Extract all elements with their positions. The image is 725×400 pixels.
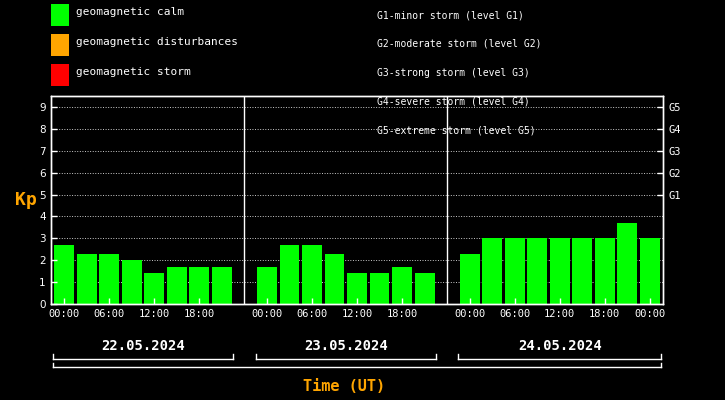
Bar — [77, 254, 96, 304]
Text: G4-severe storm (level G4): G4-severe storm (level G4) — [377, 96, 530, 106]
Text: G2-moderate storm (level G2): G2-moderate storm (level G2) — [377, 39, 542, 49]
Bar — [189, 267, 210, 304]
Bar — [280, 245, 299, 304]
Bar — [640, 238, 660, 304]
Bar — [550, 238, 570, 304]
Bar — [144, 273, 165, 304]
Text: 22.05.2024: 22.05.2024 — [102, 339, 185, 353]
Bar — [595, 238, 615, 304]
Bar — [167, 267, 187, 304]
Text: geomagnetic disturbances: geomagnetic disturbances — [76, 37, 238, 47]
Bar — [392, 267, 412, 304]
Bar — [370, 273, 389, 304]
Bar — [572, 238, 592, 304]
Bar — [257, 267, 277, 304]
Bar — [415, 273, 434, 304]
Bar — [302, 245, 322, 304]
Bar — [325, 254, 344, 304]
Text: Time (UT): Time (UT) — [303, 379, 386, 394]
Bar — [122, 260, 142, 304]
Bar — [482, 238, 502, 304]
Text: G5-extreme storm (level G5): G5-extreme storm (level G5) — [377, 125, 536, 135]
Bar — [618, 223, 637, 304]
Text: geomagnetic storm: geomagnetic storm — [76, 67, 191, 77]
Text: 24.05.2024: 24.05.2024 — [518, 339, 602, 353]
Bar — [527, 238, 547, 304]
Bar — [505, 238, 525, 304]
Text: G3-strong storm (level G3): G3-strong storm (level G3) — [377, 68, 530, 78]
Bar — [347, 273, 367, 304]
Text: 23.05.2024: 23.05.2024 — [304, 339, 388, 353]
Text: geomagnetic calm: geomagnetic calm — [76, 7, 184, 17]
Bar — [212, 267, 232, 304]
Bar — [99, 254, 119, 304]
Bar — [460, 254, 479, 304]
Bar — [54, 245, 74, 304]
Y-axis label: Kp: Kp — [14, 191, 36, 209]
Text: G1-minor storm (level G1): G1-minor storm (level G1) — [377, 10, 524, 20]
